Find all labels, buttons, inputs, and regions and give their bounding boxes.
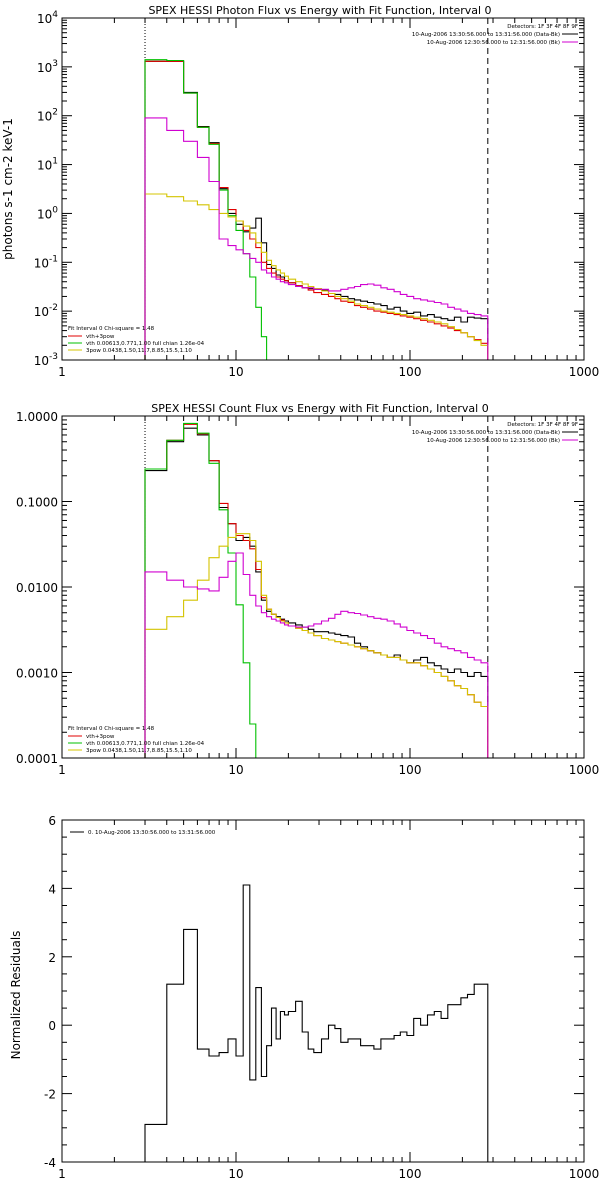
residuals-xtick-label: 10 <box>228 1167 243 1181</box>
count-flux-series-group <box>144 422 489 759</box>
count-flux-ytick-label: 0.1000 <box>16 496 58 510</box>
residuals-ytick-label: -4 <box>44 1156 56 1170</box>
count-flux-xtick-label: 10 <box>228 763 243 777</box>
count-flux-xtick-label: 1 <box>58 763 66 777</box>
photon-flux-series-data-bk <box>144 60 489 360</box>
residuals-series-group <box>144 884 489 1162</box>
count-flux-ytick-label: 0.0001 <box>16 752 58 766</box>
count-flux-series-3pow <box>144 533 489 758</box>
count-flux-legend-bottom-0: Fit Interval 0 Chi-square = 1.48 <box>68 726 155 732</box>
count-flux-legend-bottom-1: vth+3pow <box>86 734 115 740</box>
photon-flux-series-3pow <box>144 193 489 360</box>
photon-flux-ytick-label: 10-3 <box>34 352 58 368</box>
photon-flux-ytick-label: 104 <box>37 10 58 26</box>
count-flux-panel: SPEX HESSI Count Flux vs Energy with Fit… <box>16 402 599 777</box>
photon-flux-legend-bottom-3: 3pow 0.0438,1.50,11.7,8.85,15.5,1.10 <box>86 348 192 354</box>
count-flux-legend-top-0: Detectors: 1F 3F 4F 8F 9F <box>507 422 578 428</box>
photon-flux-title: SPEX HESSI Photon Flux vs Energy with Fi… <box>148 4 491 17</box>
count-flux-ytick-label: 0.0010 <box>16 667 58 681</box>
photon-flux-legend-bottom-1: vth+3pow <box>86 334 115 340</box>
count-flux-legend-top-1: 10-Aug-2006 13:30:56.000 to 13:31:56.000… <box>412 430 560 436</box>
photon-flux-xtick-label: 1000 <box>569 365 600 379</box>
photon-flux-axes-grid <box>144 18 489 360</box>
residuals-xtick-label: 1000 <box>569 1167 600 1181</box>
count-flux-legend-bottom-2: vth 0.00613,0.771,1.00 full chian 1.26e-… <box>86 741 205 747</box>
photon-flux-legend-top-1: 10-Aug-2006 13:30:56.000 to 13:31:56.000… <box>412 32 560 38</box>
count-flux-ytick-label: 1.0000 <box>16 410 58 424</box>
photon-flux-series-vth <box>144 59 272 361</box>
photon-flux-panel: SPEX HESSI Photon Flux vs Energy with Fi… <box>1 4 599 379</box>
photon-flux-ticks: 1 10 100 1000 10-3 10-2 10-1 100 101 102 103 104 <box>34 10 600 379</box>
residuals-series-0 <box>144 884 489 1162</box>
photon-flux-ytick-label: 101 <box>37 157 58 173</box>
photon-flux-ytick-label: 10-1 <box>34 254 58 270</box>
photon-flux-ytick-label: 102 <box>37 108 58 124</box>
photon-flux-legend-bottom-2: vth 0.00613,0.771,1.00 full chian 1.26e-… <box>86 341 205 347</box>
photon-flux-xtick-label: 10 <box>228 365 243 379</box>
photon-flux-ytick-label: 100 <box>37 205 58 221</box>
photon-flux-xtick-label: 1 <box>58 365 66 379</box>
photon-flux-legend-top-2: 10-Aug-2006 12:30:56.000 to 12:31:56.000… <box>427 40 560 46</box>
photon-flux-legend-bottom-0: Fit Interval 0 Chi-square = 1.48 <box>68 326 155 332</box>
residuals-ytick-label: -2 <box>44 1088 56 1102</box>
count-flux-title: SPEX HESSI Count Flux vs Energy with Fit… <box>151 402 488 415</box>
residuals-xtick-label: 1 <box>58 1167 66 1181</box>
count-flux-plot-frame <box>61 415 585 759</box>
residuals-ytick-label: 4 <box>48 882 56 896</box>
photon-flux-xtick-label: 100 <box>399 365 422 379</box>
count-flux-ticks: 1 10 100 1000 0.0001 0.0010 0.0100 0.1000 1.0000 <box>16 410 599 777</box>
photon-flux-series-bk <box>144 117 489 360</box>
count-flux-series-vth <box>144 422 262 759</box>
residuals-ytick-label: 2 <box>48 951 56 965</box>
residuals-plot-frame <box>61 819 585 1163</box>
count-flux-xtick-label: 100 <box>399 763 422 777</box>
photon-flux-ytick-label: 103 <box>37 59 58 75</box>
count-flux-series-data-bk <box>144 427 489 758</box>
photon-flux-legend-top-0: Detectors: 1F 3F 4F 8F 9F <box>507 24 578 30</box>
count-flux-series-vth-3pow <box>144 423 489 758</box>
count-flux-series-bk <box>144 552 489 758</box>
residuals-ytick-label: 0 <box>48 1019 56 1033</box>
photon-flux-ylabel: photons s-1 cm-2 keV-1 <box>1 118 15 260</box>
residuals-ticks: 1 10 100 1000 -4 -2 0 2 4 6 <box>44 814 599 1181</box>
residuals-legend-0: 0. 10-Aug-2006 13:30:56.000 to 13:31:56.… <box>88 830 216 836</box>
residuals-panel: Normalized Residuals 1 10 100 1000-4-20246 … <box>9 814 599 1181</box>
residuals-xtick-label: 100 <box>399 1167 422 1181</box>
count-flux-ytick-label: 0.0100 <box>16 581 58 595</box>
residuals-ylabel: Normalized Residuals <box>9 931 23 1060</box>
photon-flux-series-group <box>144 59 489 361</box>
residuals-ytick-label: 6 <box>48 814 56 828</box>
count-flux-legend-bottom-3: 3pow 0.0438,1.50,11.7,8.85,15.5,1.10 <box>86 748 192 754</box>
photon-flux-plot-frame <box>61 17 585 361</box>
photon-flux-ytick-label: 10-2 <box>34 303 58 319</box>
count-flux-xtick-label: 1000 <box>569 763 600 777</box>
photon-flux-series-vth-3pow <box>144 60 489 360</box>
count-flux-legend-top-2: 10-Aug-2006 12:30:56.000 to 12:31:56.000… <box>427 438 560 444</box>
